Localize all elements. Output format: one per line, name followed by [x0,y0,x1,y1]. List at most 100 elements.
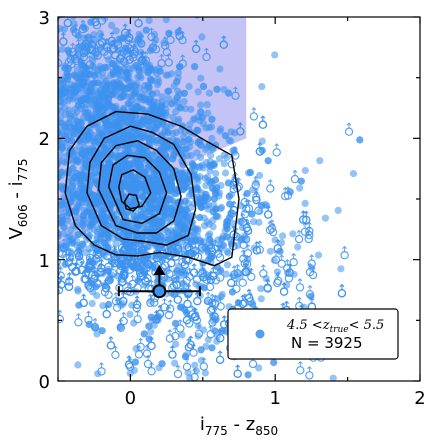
data-point [69,164,77,172]
data-point [163,142,171,150]
data-point [197,101,205,109]
data-point [197,240,205,248]
limit-point [125,33,134,43]
limit-arrow [237,122,243,128]
data-point [148,151,156,159]
limit-arrow [191,263,197,269]
limit-point [167,259,176,268]
data-point [50,75,57,82]
data-point [104,267,112,275]
data-point [190,116,198,124]
density-contours [64,110,240,267]
limit-arrow [167,329,173,335]
data-point [146,262,155,270]
data-point [82,94,90,103]
limit-arrow [212,307,217,313]
data-point [218,327,226,335]
x-tick-label-0: 0 [125,388,136,409]
data-point [58,151,65,159]
limit-arrow [177,319,183,325]
data-point [77,42,85,50]
data-point [189,249,198,257]
limit-arrow [104,38,110,44]
data-point [50,235,57,242]
data-point [50,185,57,192]
limit-point [147,367,156,376]
data-point [191,226,200,234]
data-point [61,260,69,268]
data-point [58,128,61,136]
data-point [125,93,133,101]
limit-point [160,41,170,50]
data-point [147,195,155,203]
data-point [209,223,217,231]
data-point [205,89,213,97]
data-point [47,121,54,128]
limit-arrow [76,246,82,253]
data-point [155,184,163,192]
data-point [337,265,345,273]
data-point [157,104,165,112]
limit-arrow [280,302,286,309]
data-point [92,177,100,185]
data-point [206,236,214,244]
data-point [78,150,86,158]
data-point [72,88,80,96]
data-point [61,158,69,166]
limit-arrow [94,4,98,9]
limit-point [238,278,247,287]
limit-arrow [113,291,119,298]
data-point [307,292,315,300]
limit-arrow [101,17,103,18]
data-point [61,104,69,112]
y-tick-label-3: 3 [39,8,50,29]
data-point [138,121,146,129]
limit-point [92,9,99,16]
data-point [219,241,227,249]
data-point [149,103,157,111]
data-point [204,246,212,254]
limit-arrow [296,229,302,236]
data-point [50,70,57,77]
data-point [198,33,206,41]
legend-marker [255,329,265,339]
data-point [144,81,152,89]
data-point [137,162,145,170]
data-point [112,240,120,248]
data-point [50,209,57,216]
data-point [164,128,172,136]
data-point [109,70,118,78]
limit-arrow [58,284,59,285]
limit-arrow [89,40,95,47]
data-point [140,182,148,190]
limit-arrow [91,269,97,276]
contour-level-3 [97,140,182,234]
limit-arrow [187,267,192,274]
data-point [207,151,215,159]
data-point [134,35,142,44]
limit-arrow [99,32,105,38]
data-point [153,176,162,184]
data-point [71,146,79,155]
data-point [266,247,274,255]
limit-point [272,148,281,157]
limit-point [259,269,268,278]
data-point [80,193,88,201]
x-tick-label-1: 1 [269,388,280,409]
data-point [197,247,205,255]
data-point [114,234,122,242]
data-point [105,136,113,144]
data-point [50,235,57,242]
limit-point [266,184,275,193]
data-point [168,70,176,78]
limit-point [248,359,258,369]
data-point [48,77,55,84]
limit-arrow [50,367,54,372]
data-point [206,162,214,170]
data-point [189,162,197,170]
data-point [94,103,102,111]
limit-arrow [58,242,59,243]
data-point [133,230,142,238]
data-point [50,232,57,239]
limit-point [58,276,62,285]
